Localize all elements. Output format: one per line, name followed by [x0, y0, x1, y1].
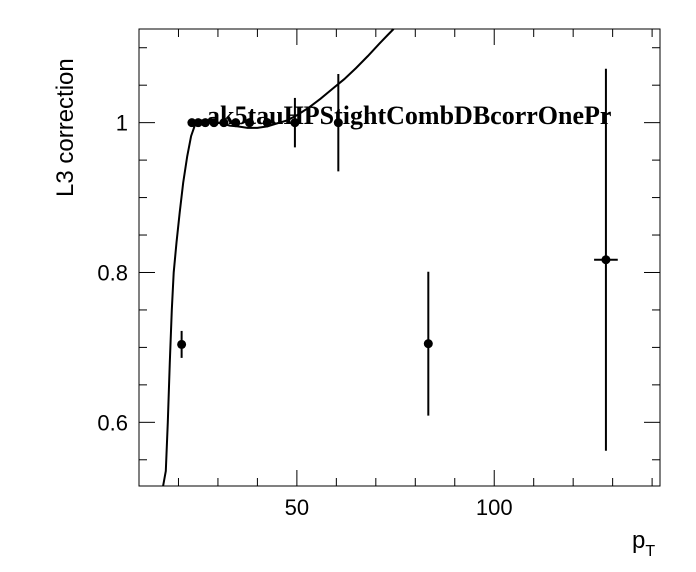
data-point — [594, 68, 618, 451]
overlay-label: ak5tauHPStightCombDBcorrOnePr — [207, 101, 611, 130]
fit-curve — [162, 28, 395, 487]
data-point — [200, 118, 210, 128]
data-marker — [601, 255, 611, 265]
data-marker — [177, 339, 187, 349]
data-point — [193, 118, 203, 128]
data-marker — [423, 339, 433, 349]
x-tick-label: 50 — [285, 495, 309, 520]
data-marker — [219, 118, 229, 128]
data-point — [177, 330, 187, 358]
data-point — [262, 118, 272, 128]
data-point — [231, 118, 241, 128]
data-marker — [333, 118, 343, 128]
y-tick-label: 0.8 — [97, 260, 128, 285]
data-marker — [200, 118, 210, 128]
data-point — [187, 118, 197, 128]
data-marker — [290, 118, 300, 128]
y-tick-label: 1 — [116, 111, 128, 136]
data-point — [290, 97, 300, 148]
fit-curve-layer — [162, 28, 395, 487]
plot-frame — [138, 28, 661, 487]
x-tick-label: 100 — [476, 495, 513, 520]
data-point — [209, 118, 219, 128]
data-point — [219, 118, 229, 128]
data-marker — [231, 118, 241, 128]
y-axis-title: L3 correction — [52, 58, 79, 197]
data-marker — [245, 118, 255, 128]
data-point — [245, 118, 255, 128]
data-marker — [209, 118, 219, 128]
data-point — [333, 73, 343, 172]
data-point — [423, 271, 433, 416]
axis-ticks — [138, 29, 660, 486]
data-points-layer — [177, 68, 618, 451]
data-marker — [187, 118, 197, 128]
axis-labels-layer: 50 100 0.6 0.8 1 — [97, 111, 512, 520]
y-tick-label: 0.6 — [97, 410, 128, 435]
x-axis-title: pT — [632, 527, 655, 560]
data-marker — [262, 118, 272, 128]
plot-border — [138, 28, 661, 487]
data-marker — [193, 118, 203, 128]
